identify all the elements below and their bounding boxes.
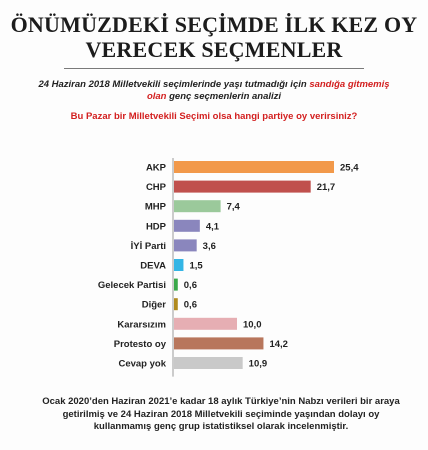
category-label: İYİ Parti	[131, 241, 166, 252]
data-label: 4,1	[206, 221, 220, 232]
subtitle-part-2: genç seçmenlerin analizi	[166, 91, 282, 102]
bar-chart: AKP 25,4 CHP 21,7 MHP 7,4 HDP 4,1 İYİ Parti 3,6 DE…	[98, 158, 359, 377]
bar	[174, 259, 184, 271]
bar	[174, 278, 178, 291]
title-line-1: ÖNÜMÜZDEKİ SEÇİMDE İLK KEZ OY	[10, 12, 418, 37]
bar	[174, 161, 334, 173]
bar	[174, 200, 221, 213]
footer-note: Ocak 2020’den Haziran 2021’e kadar 18 ay…	[42, 396, 400, 432]
category-label: Cevap yok	[118, 359, 166, 370]
bar	[174, 337, 264, 350]
data-label: 10,9	[249, 359, 268, 370]
category-label: HDP	[146, 221, 167, 232]
category-label: DEVA	[140, 261, 166, 272]
bar	[174, 317, 237, 330]
data-label: 0,6	[184, 300, 197, 311]
data-label: 0,6	[184, 280, 197, 291]
data-label: 3,6	[203, 241, 216, 252]
page-title: ÖNÜMÜZDEKİ SEÇİMDE İLK KEZ OY VERECEK SE…	[0, 12, 428, 62]
survey-question: Bu Pazar bir Milletvekili Seçimi olsa ha…	[70, 111, 358, 122]
bar	[174, 180, 311, 193]
category-label: MHP	[145, 202, 167, 213]
data-label: 14,2	[269, 339, 288, 350]
bar	[174, 219, 200, 232]
data-label: 7,4	[227, 202, 241, 213]
subtitle-part-1: 24 Haziran 2018 Milletvekili seçimlerind…	[38, 79, 310, 90]
category-label: AKP	[146, 163, 167, 174]
data-label: 10,0	[243, 319, 262, 330]
title-line-2: VERECEK SEÇMENLER	[85, 37, 343, 62]
bar	[174, 239, 197, 252]
category-label: Diğer	[142, 300, 167, 311]
title-divider	[64, 68, 364, 69]
data-label: 21,7	[317, 182, 336, 193]
category-label: CHP	[146, 182, 167, 193]
subtitle: 24 Haziran 2018 Milletvekili seçimlerind…	[28, 79, 400, 103]
data-label: 1,5	[189, 261, 203, 272]
bar	[174, 298, 178, 311]
bar	[174, 357, 243, 369]
category-label: Protesto oy	[114, 339, 167, 350]
data-label: 25,4	[340, 163, 359, 174]
category-label: Gelecek Partisi	[98, 280, 166, 291]
category-label: Kararsızım	[117, 319, 166, 330]
subtitle-highlight: sandığa gitmemiş olan	[146, 79, 390, 102]
